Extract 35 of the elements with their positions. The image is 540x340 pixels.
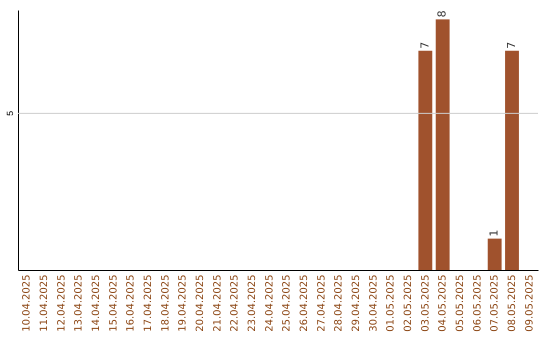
x-tick-label: 06.05.2025 [472, 274, 484, 332]
x-tick-label: 26.04.2025 [299, 274, 310, 332]
x-tick-label: 19.04.2025 [178, 274, 189, 332]
x-tick-label: 30.04.2025 [368, 274, 380, 332]
ref-line-label: 5 [5, 110, 15, 116]
x-tick-label: 05.05.2025 [455, 274, 466, 332]
x-tick-label: 18.04.2025 [160, 274, 172, 332]
x-tick-label: 21.04.2025 [212, 274, 224, 332]
x-tick-label: 08.05.2025 [507, 274, 518, 332]
x-tick-label: 29.04.2025 [351, 274, 362, 332]
data-label: 1 [488, 230, 501, 237]
x-tick-label: 17.04.2025 [143, 274, 154, 332]
x-tick-label: 27.04.2025 [316, 274, 328, 332]
x-tick-label: 24.04.2025 [264, 274, 276, 332]
x-tick-label: 23.04.2025 [247, 274, 258, 332]
x-tick-label: 04.05.2025 [438, 274, 449, 332]
x-tick-label: 25.04.2025 [282, 274, 293, 332]
x-tick-label: 07.05.2025 [490, 274, 501, 332]
x-tick-label: 03.05.2025 [420, 274, 432, 332]
x-tick-label: 28.04.2025 [334, 274, 345, 332]
x-tick-label: 12.04.2025 [56, 274, 68, 332]
data-label: 7 [505, 42, 518, 49]
data-label: 8 [436, 10, 449, 18]
x-tick-label: 01.05.2025 [386, 274, 397, 332]
data-label: 7 [418, 42, 432, 49]
x-tick-label: 16.04.2025 [126, 274, 137, 332]
x-tick-label: 15.04.2025 [108, 274, 120, 332]
x-tick-label: 22.04.2025 [230, 274, 241, 332]
x-tick-label: 11.04.2025 [39, 274, 50, 332]
x-tick-label: 10.04.2025 [22, 274, 33, 332]
x-tick-label: 14.04.2025 [91, 274, 102, 332]
x-tick-label: 02.05.2025 [403, 274, 414, 332]
x-tick-label: 20.04.2025 [195, 274, 206, 332]
x-tick-label: 13.04.2025 [74, 274, 85, 332]
x-tick-label: 09.05.2025 [524, 274, 536, 332]
